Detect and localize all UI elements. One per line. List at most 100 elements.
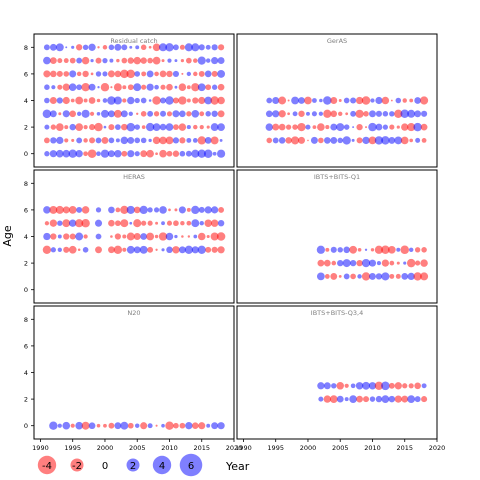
bubble [42,109,52,119]
bubble [44,221,50,226]
bubble [129,221,133,225]
bubble [421,137,427,143]
panel: IBTS+BITS-Q1 [236,169,438,304]
bubble [211,44,218,51]
bubble [81,56,90,65]
bubble [394,109,403,118]
bubble [147,207,153,213]
bubble [152,43,161,52]
panel: N20 [33,305,235,440]
bubble [94,219,103,227]
bubble [81,206,90,214]
bubble [57,84,63,90]
bubble [62,110,70,118]
bubble [148,138,152,143]
bubble [381,136,390,145]
bubble [155,424,158,427]
bubble [114,43,122,51]
bubble [49,205,58,214]
bubble [297,122,306,132]
bubble [165,421,174,430]
y-axis-label: Age [1,225,14,247]
bubble [211,246,218,253]
bubble [77,248,81,252]
bubble [179,44,185,50]
bubble [89,124,96,131]
bubble [217,57,225,65]
bubble [197,245,206,254]
bubble [148,45,152,49]
bubble [122,98,127,103]
bubble [129,45,133,49]
bubble [76,84,83,91]
bubble [120,219,129,228]
bubble [152,96,161,105]
bubble [96,98,101,103]
bubble [197,83,206,92]
bubble [318,137,324,144]
bubble [381,381,390,391]
bubble [415,137,421,143]
bubble [152,123,161,131]
bubble [374,136,384,145]
bubble [181,235,184,238]
bubble [75,150,83,158]
bubble [100,82,110,92]
bubble [71,45,75,49]
bubble [108,422,115,429]
bubble [352,126,355,129]
bubble [329,395,338,403]
bubble [206,234,210,239]
bubble [285,137,292,144]
bubble [421,396,428,403]
bubble [368,382,377,390]
bubble [298,136,306,144]
bubble [55,205,64,214]
bubble [186,207,191,212]
bubble [218,206,225,213]
bubble [216,149,226,158]
bubble [62,149,71,158]
y-tick-label: 4 [24,369,28,377]
bubble [57,220,63,226]
bubble [76,206,83,213]
bubble [390,99,393,102]
bubble [199,124,204,130]
bubble [325,247,330,252]
bubble [115,138,120,143]
bubble [357,247,362,252]
bubble [95,246,102,254]
bubble [356,123,363,131]
bubble [362,381,370,390]
bubble [56,97,63,104]
bubble [396,261,400,265]
bubble [140,44,147,51]
bubble [191,422,199,430]
bubble [204,219,212,227]
size-legend: -4 -2 0 2 4 6 [37,453,203,477]
bubble [186,98,191,103]
bubble [368,122,377,132]
bubble [407,395,416,403]
bubble [421,247,427,253]
bubble [115,207,121,213]
bubble [184,43,193,52]
bubble [330,246,337,253]
bubble [160,97,166,104]
bubble [407,272,415,281]
bubble [161,248,165,252]
bubble [165,43,174,52]
bubble [70,98,75,103]
bubble [173,44,179,51]
bubble [361,96,371,105]
bubble [108,137,115,144]
bubble [43,206,51,214]
bubble [174,59,178,63]
bubble [350,110,357,117]
bubble [210,232,219,241]
bubble [128,111,133,116]
bubble [402,98,407,103]
bubble [114,124,121,130]
bubble [154,84,159,90]
bubble [166,246,173,254]
